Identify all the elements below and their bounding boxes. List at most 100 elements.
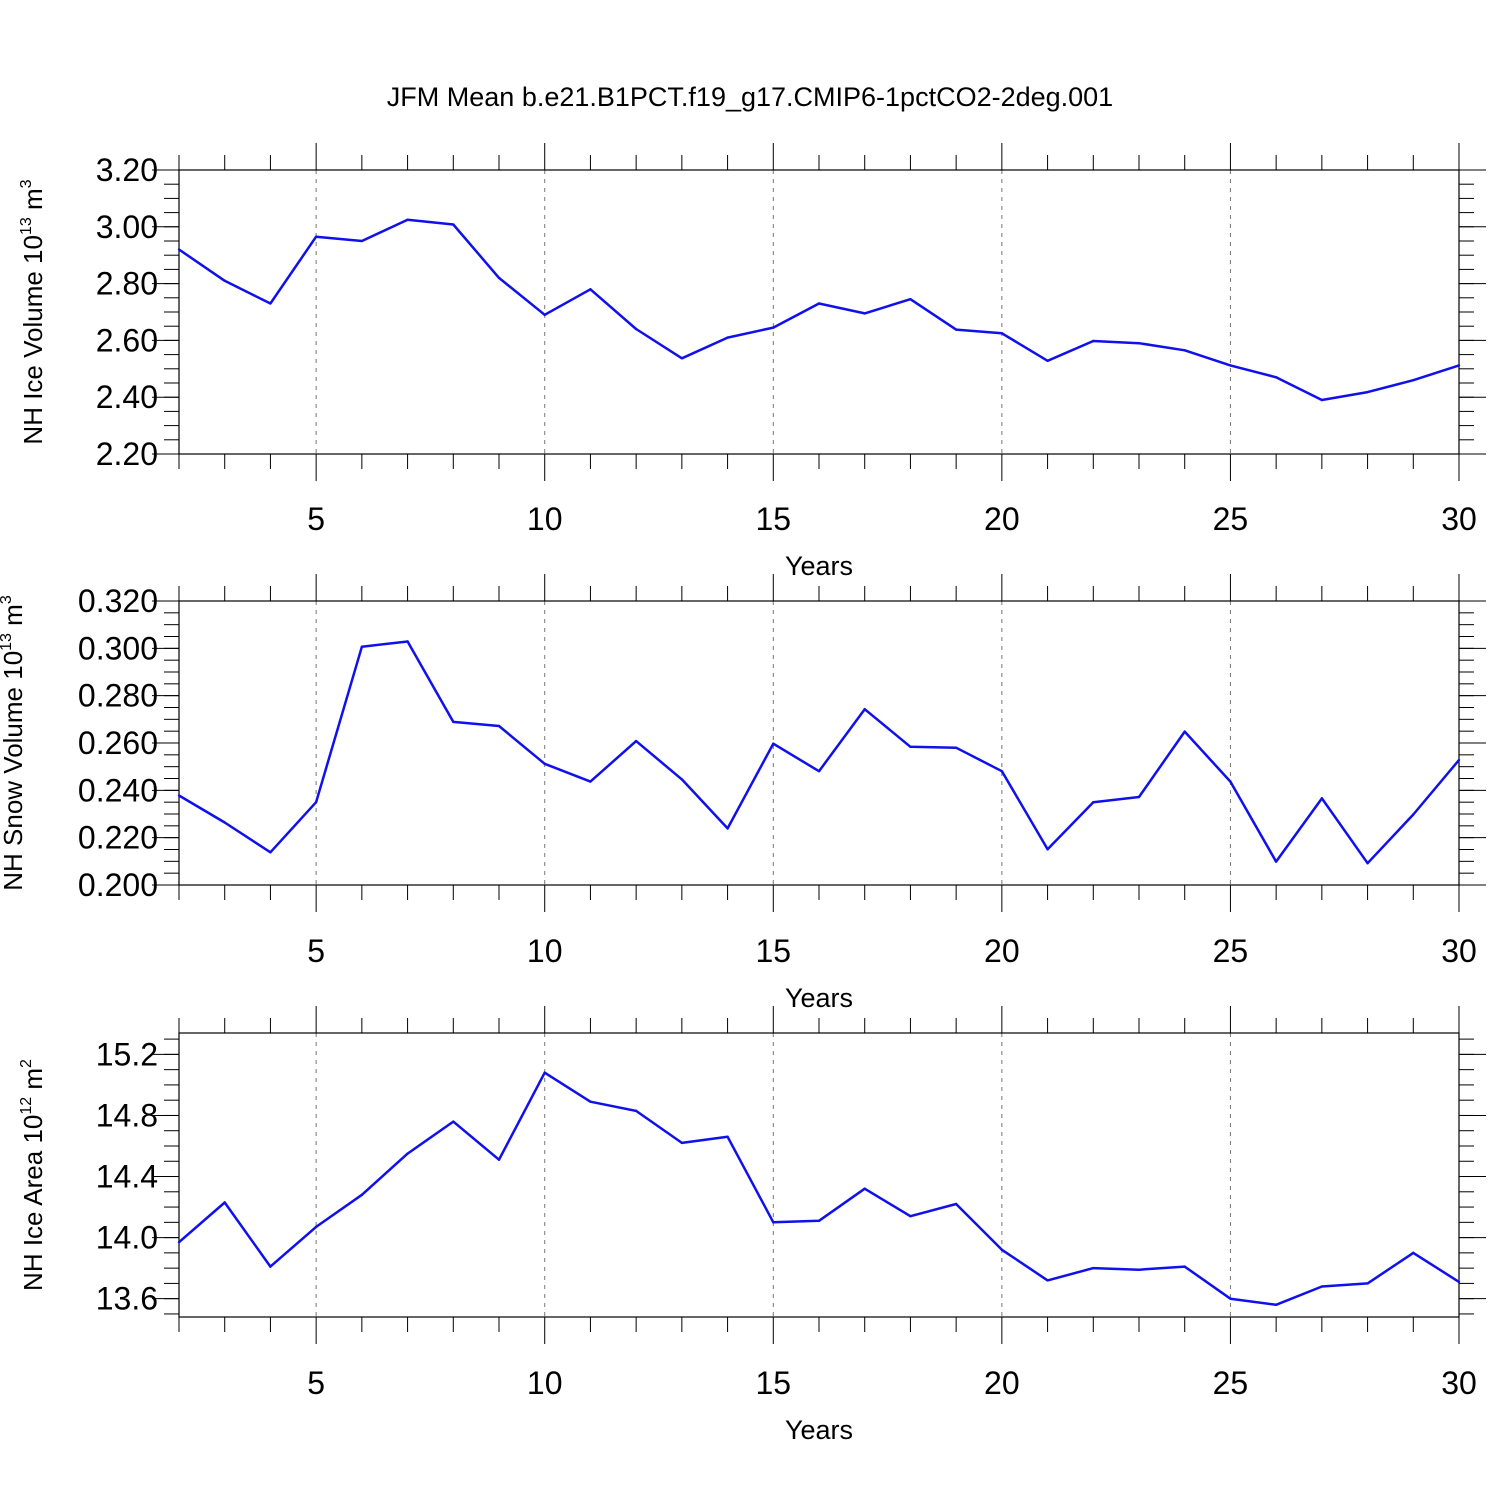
x-tick-label: 15: [755, 1365, 791, 1401]
data-point: [269, 302, 272, 305]
x-tick-label: 30: [1441, 933, 1477, 969]
data-point: [1183, 349, 1186, 352]
data-point: [909, 745, 912, 748]
plot-frame: [178, 600, 1460, 886]
data-point: [269, 1265, 272, 1268]
y-axis-label-superscript: 13: [0, 633, 15, 651]
chart-title: JFM Mean b.e21.B1PCT.f19_g17.CMIP6-1pctC…: [387, 82, 1113, 112]
data-point: [497, 1158, 501, 1161]
data-point: [1137, 1268, 1141, 1271]
y-tick-label: 0.320: [78, 583, 158, 619]
data-point: [1092, 339, 1095, 343]
data-point: [1412, 378, 1415, 382]
data-point: [223, 279, 226, 282]
data-point: [1229, 364, 1232, 367]
data-point: [589, 780, 592, 783]
data-point: [589, 1100, 592, 1103]
data-point: [1412, 813, 1415, 816]
data-point: [223, 821, 226, 824]
data-point: [634, 739, 638, 743]
data-point: [680, 778, 684, 781]
data-point: [1320, 398, 1324, 402]
data-point: [406, 218, 409, 221]
y-axis-label-superscript: 2: [18, 1059, 35, 1068]
data-point: [1046, 359, 1049, 363]
chart-panel-3: 5 10 15 20 25 30 13.6 14.0 14.4 14.8 15.2 Years NH I…: [18, 1006, 1486, 1445]
data-point: [863, 707, 866, 711]
y-axis-label-part: NH Snow Volume 10: [0, 651, 28, 891]
data-point: [1092, 800, 1095, 804]
data-point: [863, 1187, 866, 1190]
data-point: [726, 336, 729, 339]
x-tick-label: 10: [527, 933, 563, 969]
data-point: [772, 326, 775, 329]
data-point: [772, 1221, 775, 1224]
data-point: [1366, 862, 1369, 865]
data-point: [1457, 1280, 1461, 1284]
y-axis-label-superscript: 13: [18, 217, 35, 235]
data-point: [497, 724, 501, 728]
data-point: [1183, 730, 1186, 733]
x-tick-label: 30: [1441, 501, 1477, 537]
data-point: [772, 742, 775, 745]
data-point: [269, 851, 272, 854]
y-tick-label: 0.200: [78, 867, 158, 903]
y-tick-label: 14.4: [96, 1159, 158, 1195]
chart-panels: 5 10 15 20 25 302.202.402.602.803.003.20Years…: [0, 143, 1486, 1445]
data-point: [1137, 795, 1141, 799]
data-point: [817, 1219, 821, 1223]
chart-panel-1: 5 10 15 20 25 30 2.20 2.40 2.60 2.80 3.00 3.20 Years…: [18, 143, 1486, 581]
x-tick-label: 5: [307, 501, 325, 537]
y-tick-label: 15.2: [96, 1036, 158, 1072]
x-tick-label: 20: [984, 933, 1020, 969]
data-point: [223, 1201, 226, 1204]
data-point: [1412, 1251, 1415, 1255]
x-tick-label: 20: [984, 501, 1020, 537]
y-axis-label-part: m: [0, 604, 28, 633]
data-point: [909, 298, 912, 301]
data-point: [452, 223, 455, 226]
y-axis-label-part: m: [18, 188, 48, 217]
data-point: [954, 1202, 958, 1206]
data-point: [177, 248, 181, 251]
y-tick-label: 0.300: [78, 630, 158, 666]
plot-frame: [178, 169, 1460, 455]
y-tick-label: 2.20: [96, 436, 158, 472]
data-point: [406, 1152, 409, 1155]
y-tick-label: 13.6: [96, 1281, 158, 1317]
data-point: [1000, 769, 1004, 773]
x-tick-label: 10: [527, 1365, 563, 1401]
series-line: [178, 1071, 1460, 1307]
data-point: [406, 640, 409, 643]
y-tick-label: 14.0: [96, 1220, 158, 1256]
data-point: [863, 312, 866, 315]
data-point: [497, 276, 501, 280]
data-point: [1457, 758, 1461, 762]
data-point: [1274, 1303, 1278, 1306]
y-axis-label-superscript: 3: [0, 595, 15, 604]
data-point: [1092, 1266, 1095, 1270]
data-point: [177, 1240, 181, 1244]
x-tick-label: 15: [755, 933, 791, 969]
data-point: [634, 1109, 638, 1113]
data-point: [954, 746, 958, 749]
data-point: [1366, 390, 1369, 394]
x-axis-label: Years: [785, 983, 853, 1013]
x-tick-label: 15: [755, 501, 791, 537]
data-point: [1229, 780, 1232, 783]
y-axis-label-part: m: [18, 1068, 48, 1097]
y-axis-label-superscript: 12: [18, 1097, 35, 1115]
y-tick-label: 0.240: [78, 772, 158, 808]
data-point: [360, 239, 364, 243]
data-point: [634, 327, 638, 331]
data-point: [1229, 1297, 1232, 1300]
x-tick-label: 10: [527, 501, 563, 537]
data-point: [314, 235, 318, 238]
y-tick-label: 0.260: [78, 725, 158, 761]
data-point: [726, 827, 729, 830]
y-axis-label-part: NH Ice Volume 10: [18, 235, 48, 445]
x-tick-label: 5: [307, 933, 325, 969]
data-point: [1183, 1265, 1186, 1268]
x-tick-label: 25: [1213, 1365, 1249, 1401]
data-point: [452, 720, 455, 724]
